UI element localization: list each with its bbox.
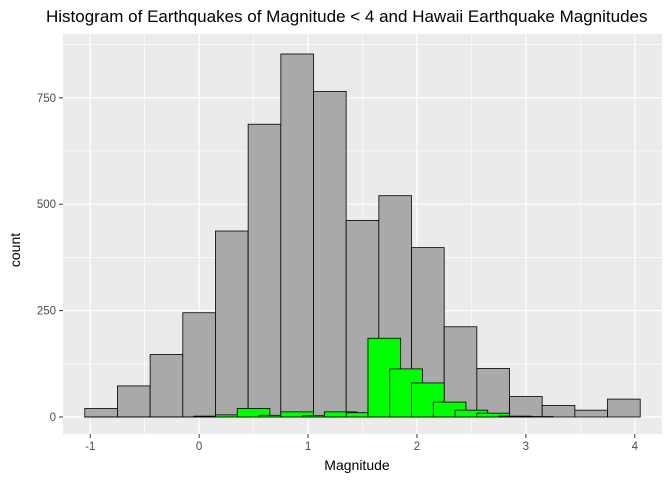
bar-all: [509, 396, 543, 418]
bar-all: [117, 385, 151, 418]
chart-title: Histogram of Earthquakes of Magnitude < …: [46, 7, 648, 26]
y-tick-label: 750: [37, 93, 56, 105]
x-tick-label: 0: [196, 441, 202, 453]
bar-all: [607, 398, 641, 418]
bar-all: [182, 312, 216, 418]
bar-all: [541, 405, 576, 418]
x-axis-label: Magnitude: [324, 457, 390, 473]
bar-hawaii: [476, 412, 510, 418]
series-hawaii-bars: [84, 337, 554, 418]
bar-all: [247, 123, 282, 418]
x-tick-label: -1: [85, 441, 95, 453]
bar-all: [84, 408, 118, 418]
bar-all: [215, 230, 249, 418]
bar-all: [476, 368, 510, 418]
bar-all: [280, 53, 314, 418]
y-axis-label: count: [7, 233, 23, 267]
bar-all: [313, 91, 347, 418]
x-tick-label: 4: [632, 441, 639, 453]
x-tick-label: 3: [523, 441, 529, 453]
y-tick-label: 0: [50, 412, 56, 424]
x-tick-label: 1: [305, 441, 311, 453]
x-tick-label: 2: [414, 441, 420, 453]
bar-all: [574, 409, 608, 418]
y-tick-label: 500: [37, 199, 56, 211]
y-tick-label: 250: [37, 306, 56, 318]
bar-hawaii: [236, 408, 271, 418]
bar-hawaii: [280, 411, 314, 418]
axis-ticks: -1 0 1 2 3 4 0 250 500 750: [37, 93, 639, 453]
bar-all: [149, 354, 184, 418]
